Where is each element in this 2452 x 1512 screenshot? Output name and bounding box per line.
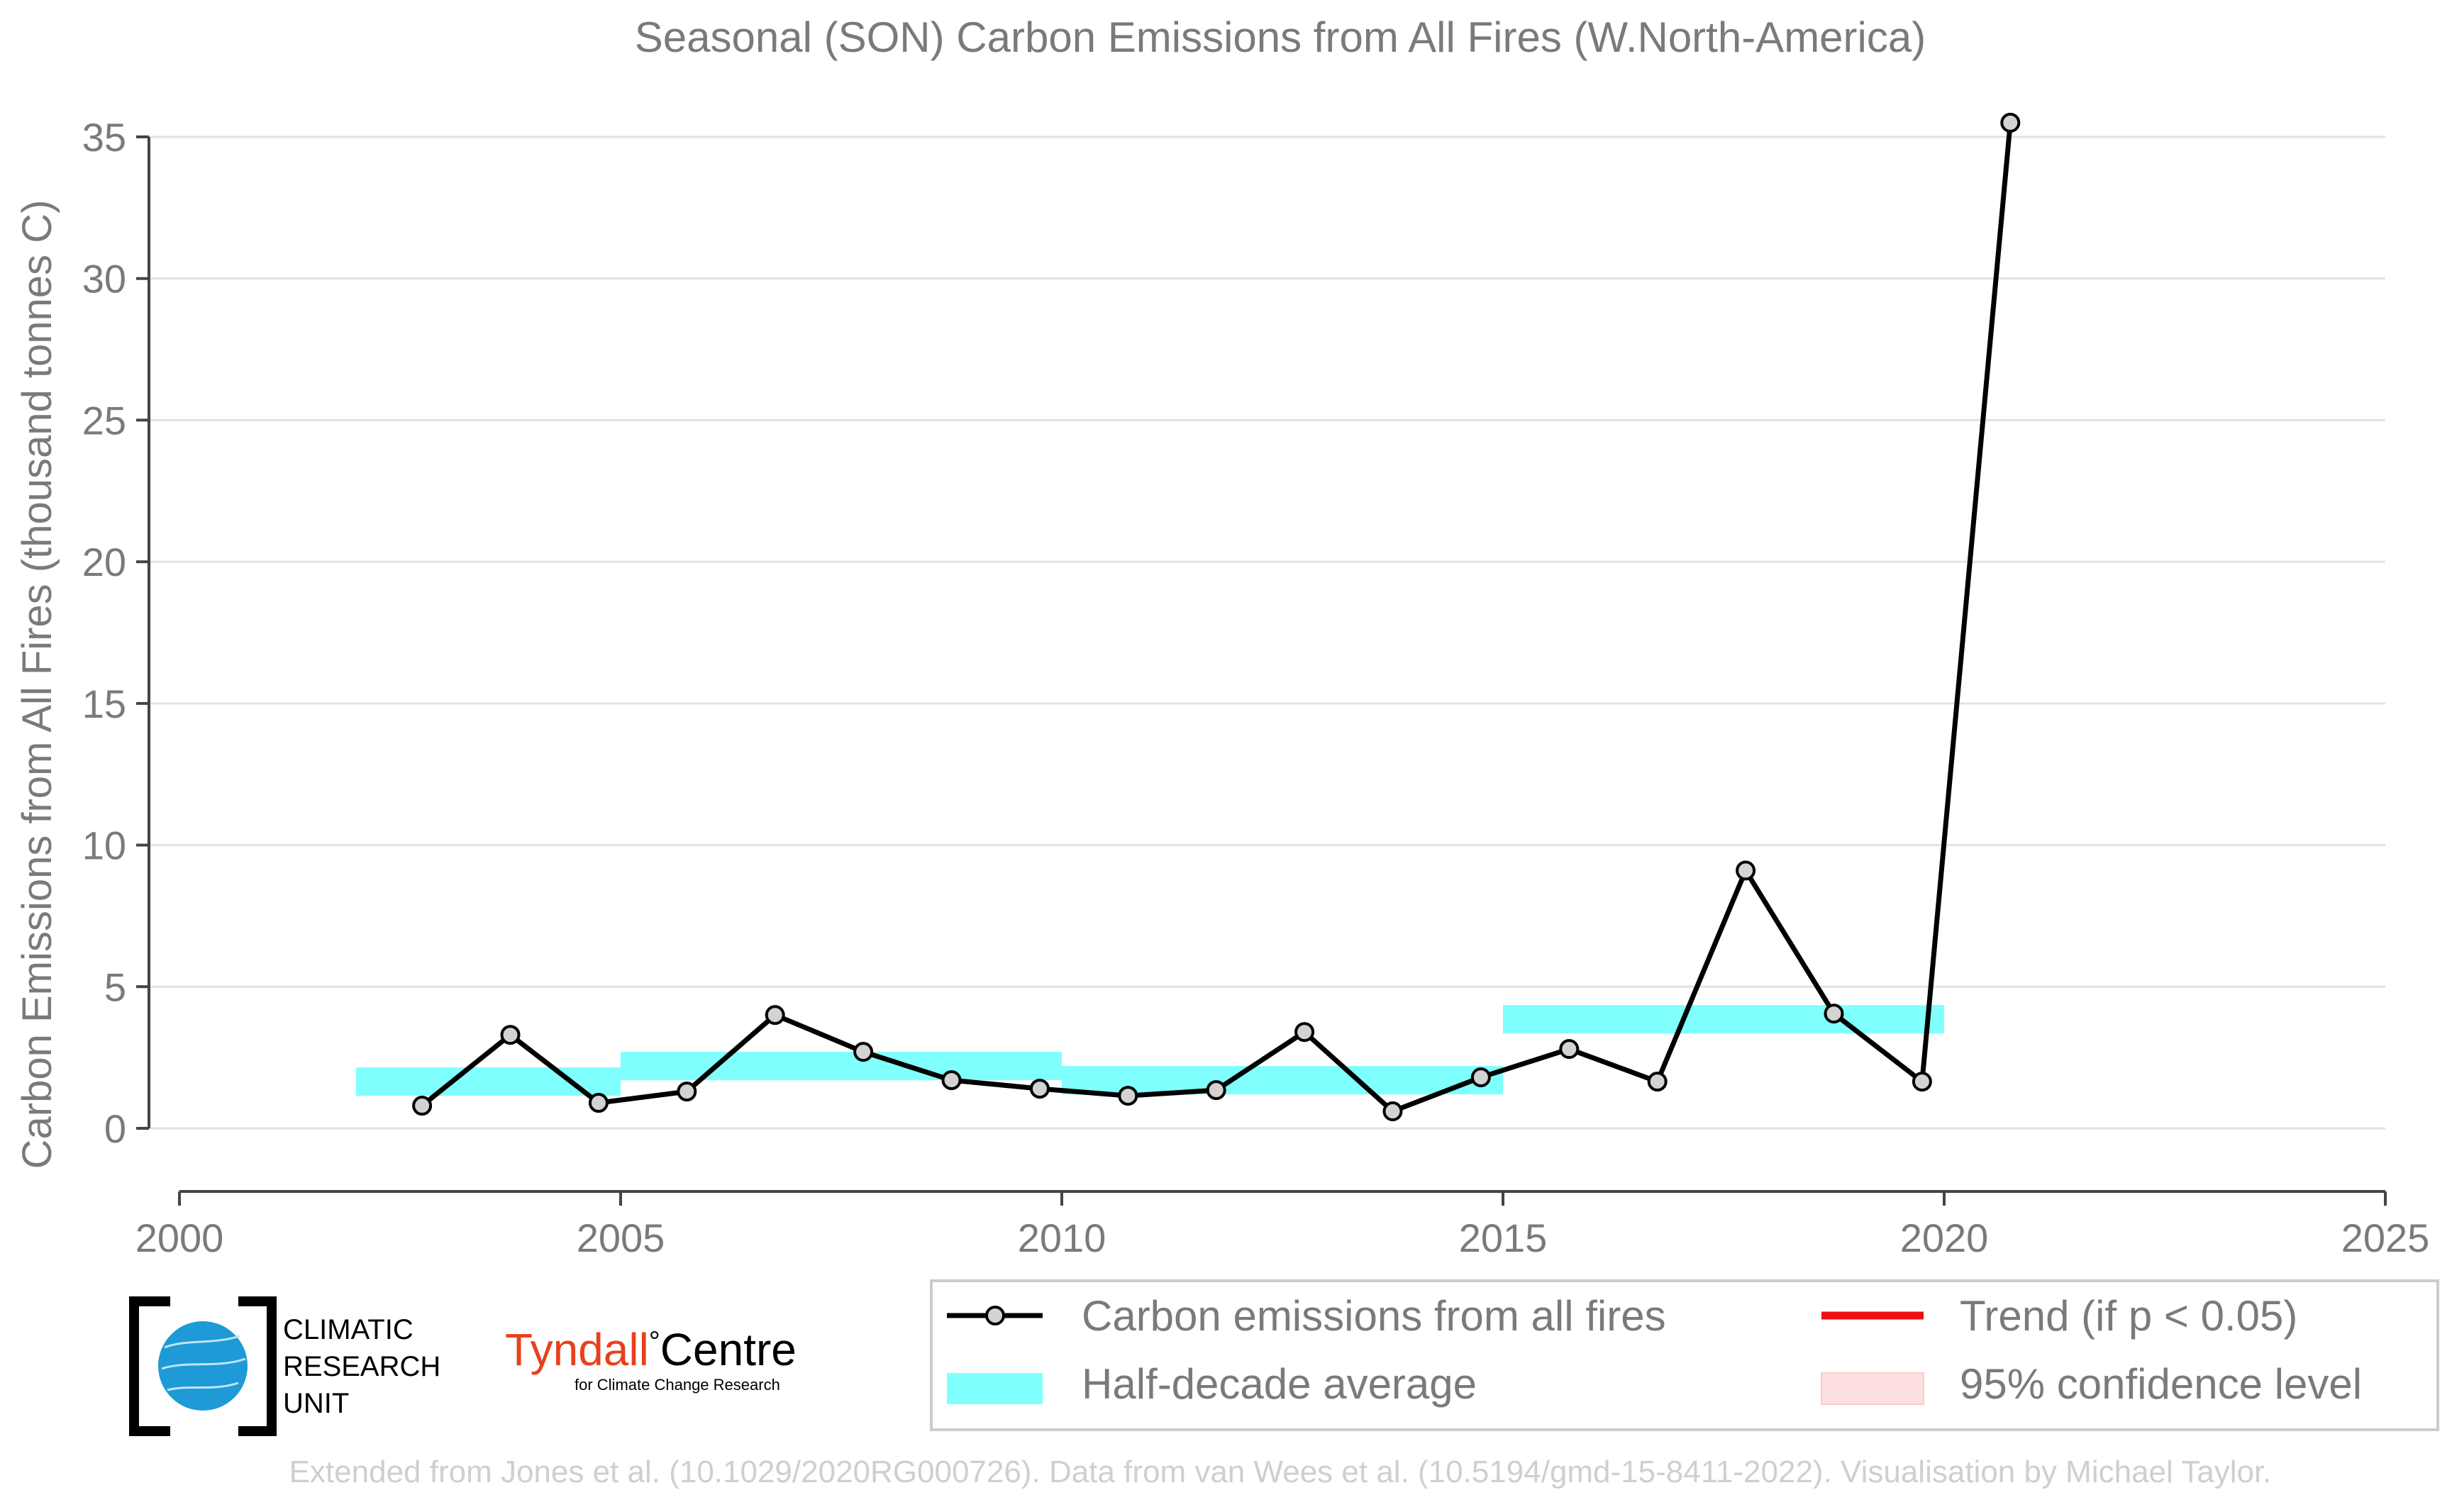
emissions-point xyxy=(1294,1022,1315,1043)
half-decade-band xyxy=(355,1067,621,1096)
y-tick-label: 10 xyxy=(82,823,126,868)
legend: Carbon emissions from all fires Trend (i… xyxy=(930,1279,2439,1431)
cru-logo-line-2: RESEARCH xyxy=(283,1351,440,1382)
y-tick-label: 35 xyxy=(82,115,126,160)
emissions-point xyxy=(1559,1039,1580,1060)
half-decade-bands xyxy=(355,1005,1944,1096)
y-tick-label: 5 xyxy=(104,965,126,1009)
y-tick-label: 25 xyxy=(82,398,126,443)
chart-title: Seasonal (SON) Carbon Emissions from All… xyxy=(635,13,1926,61)
tyndall-logo: Tyndall°Centre for Climate Change Resear… xyxy=(505,1324,797,1394)
emissions-line xyxy=(420,122,2013,1114)
cru-logo-bracket-right xyxy=(238,1296,277,1436)
cru-logo-bracket-left xyxy=(129,1296,170,1436)
legend-swatch-confidence xyxy=(1821,1372,1924,1405)
x-tick-label: 2000 xyxy=(135,1216,224,1260)
legend-swatch-emissions-marker xyxy=(985,1306,1005,1325)
y-axis: 0 5 10 15 20 25 30 35 xyxy=(82,115,150,1151)
emissions-point xyxy=(1029,1079,1050,1099)
y-axis-label: Carbon Emissions from All Fires (thousan… xyxy=(14,200,60,1169)
x-tick-label: 2005 xyxy=(577,1216,665,1260)
emissions-point xyxy=(1912,1072,1932,1092)
emissions-markers xyxy=(412,113,2021,1122)
y-tick-label: 20 xyxy=(82,540,126,584)
y-tick-label: 15 xyxy=(82,682,126,726)
emissions-point xyxy=(1382,1101,1403,1122)
emissions-point xyxy=(677,1082,697,1102)
tyndall-logo-name: Tyndall°Centre xyxy=(505,1324,797,1375)
emissions-point xyxy=(2000,113,2021,133)
x-tick-label: 2015 xyxy=(1459,1216,1548,1260)
credit-line: Extended from Jones et al. (10.1029/2020… xyxy=(289,1455,2272,1489)
emissions-point xyxy=(1118,1086,1138,1106)
emissions-point xyxy=(765,1005,785,1025)
half-decade-band xyxy=(1503,1005,1944,1034)
cru-logo-line-1: CLIMATIC xyxy=(283,1314,414,1345)
emissions-point xyxy=(853,1042,874,1062)
emissions-point xyxy=(1206,1080,1226,1101)
emissions-line-series xyxy=(420,122,2013,1114)
emissions-point xyxy=(1470,1067,1491,1088)
legend-label-trend: Trend (if p < 0.05) xyxy=(1960,1292,2297,1340)
legend-swatch-half-decade xyxy=(947,1373,1043,1404)
x-tick-label: 2010 xyxy=(1018,1216,1106,1260)
half-decade-band xyxy=(621,1052,1062,1081)
emissions-point xyxy=(588,1093,609,1113)
cru-logo: CLIMATIC RESEARCH UNIT xyxy=(129,1296,440,1436)
emissions-point xyxy=(1736,860,1756,881)
cru-logo-line-3: UNIT xyxy=(283,1388,349,1419)
emissions-point xyxy=(1647,1072,1668,1092)
legend-label-emissions: Carbon emissions from all fires xyxy=(1082,1292,1666,1340)
emissions-point xyxy=(412,1096,433,1116)
emissions-point xyxy=(500,1025,521,1045)
x-tick-label: 2025 xyxy=(2341,1216,2430,1260)
emissions-point xyxy=(941,1070,962,1091)
globe-icon-swirl xyxy=(161,1335,246,1391)
x-tick-label: 2020 xyxy=(1900,1216,1989,1260)
y-tick-label: 30 xyxy=(82,257,126,301)
emissions-point xyxy=(1824,1004,1844,1024)
y-tick-label: 0 xyxy=(104,1106,126,1151)
legend-frame xyxy=(930,1279,2439,1431)
x-axis: 2000 2005 2010 2015 2020 2025 xyxy=(135,1190,2430,1260)
legend-label-half-decade: Half-decade average xyxy=(1082,1360,1477,1408)
legend-label-confidence: 95% confidence level xyxy=(1960,1360,2362,1408)
gridlines xyxy=(149,135,2385,1130)
tyndall-logo-subtitle: for Climate Change Research xyxy=(575,1376,780,1394)
